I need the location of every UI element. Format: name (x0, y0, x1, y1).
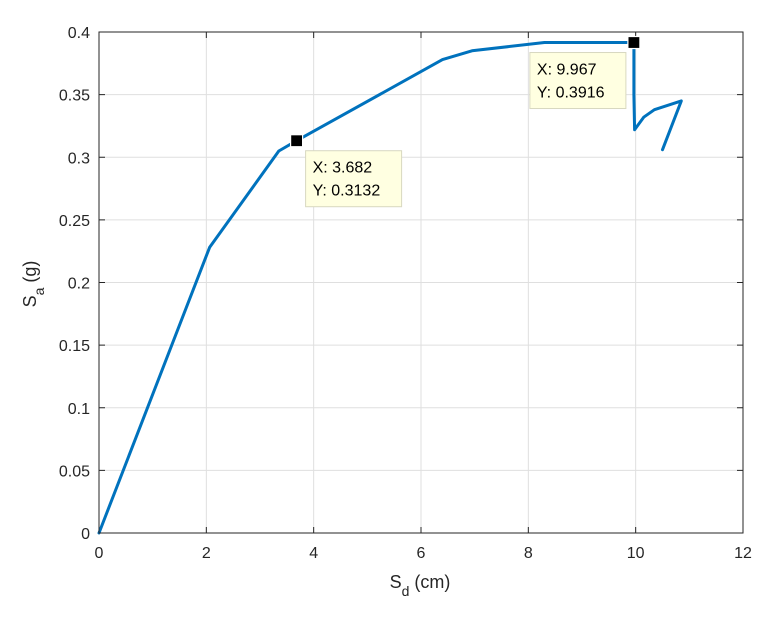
y-tick-label: 0.3 (68, 150, 90, 167)
x-tick-label: 4 (309, 545, 318, 562)
series-line (97, 41, 683, 535)
datatip-x-text: X: 3.682 (313, 160, 373, 177)
datatip-box (305, 150, 403, 208)
y-axis-label: Sa (g) (20, 261, 47, 308)
y-tick-label: 0.1 (68, 401, 90, 418)
y-tick-label: 0.05 (59, 463, 90, 480)
datatip-marker[interactable] (627, 35, 641, 50)
datatip-x-text: X: 9.967 (537, 62, 597, 79)
y-tick-label: 0.25 (59, 213, 90, 230)
datatip[interactable]: X: 9.967 Y: 0.3916 (529, 35, 641, 110)
datatip-marker[interactable] (290, 134, 304, 148)
datatips: X: 3.682 Y: 0.3132 X: 9.967 Y: 0.3916 (290, 35, 641, 208)
y-tick-label: 0.35 (59, 88, 90, 105)
datatip-box (529, 52, 627, 110)
tick-marks (98, 31, 744, 534)
y-tick-label: 0.15 (59, 338, 90, 355)
x-axis-label: Sd (cm) (390, 572, 451, 599)
x-tick-label: 10 (627, 545, 645, 562)
y-tick-labels: 0 0.05 0.1 0.15 0.2 0.25 0.3 0.35 0.4 (59, 25, 90, 543)
x-tick-label: 6 (417, 545, 426, 562)
series-layer (97, 41, 683, 535)
y-tick-label: 0 (81, 526, 90, 543)
x-tick-label: 8 (524, 545, 533, 562)
datatip-y-text: Y: 0.3916 (537, 85, 605, 102)
x-tick-label: 0 (95, 545, 104, 562)
y-tick-label: 0.4 (68, 25, 90, 42)
x-tick-labels: 0 2 4 6 8 10 12 (95, 545, 752, 562)
x-tick-label: 2 (202, 545, 211, 562)
y-tick-label: 0.2 (68, 276, 90, 293)
datatip[interactable]: X: 3.682 Y: 0.3132 (290, 134, 403, 208)
x-tick-label: 12 (734, 545, 752, 562)
datatip-y-text: Y: 0.3132 (313, 183, 381, 200)
